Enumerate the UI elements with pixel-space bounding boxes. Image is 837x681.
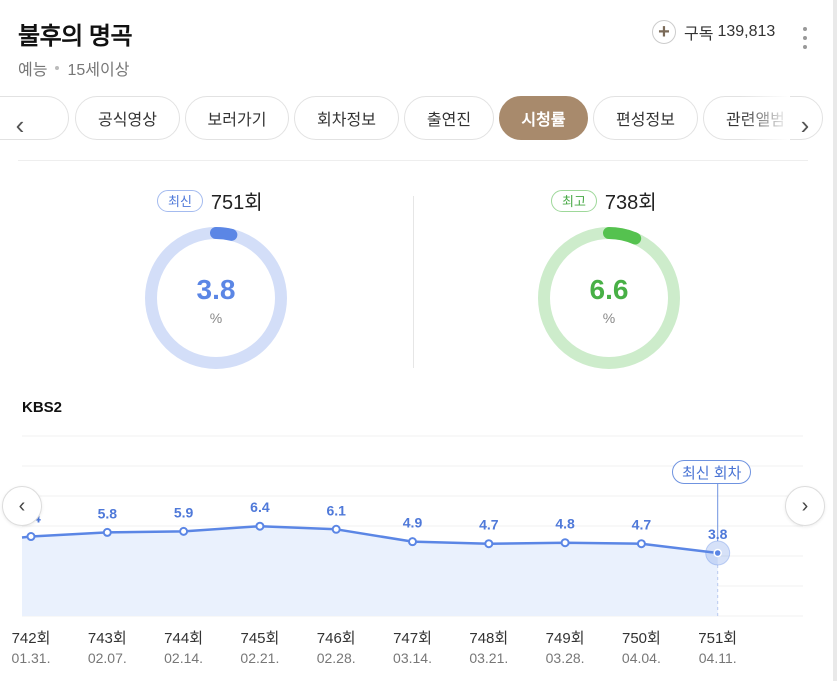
x-tick-date: 01.31. [12,650,51,666]
tab-partial-left[interactable] [0,96,69,140]
x-tick-episode: 743회 [88,630,127,647]
data-point [102,527,112,537]
tab-official-video[interactable]: 공식영상 [75,96,180,140]
highest-ring-arc [603,227,642,245]
subscribe-count: 139,813 [717,23,776,40]
x-tick-episode: 742회 [12,630,51,647]
highest-rating-unit: % [602,310,616,326]
data-point [26,532,36,542]
x-tick-date: 04.11. [699,650,737,666]
chart-area [22,526,718,616]
latest-episode-tag: 최신 회차 [672,460,752,484]
age-rating-label: 15세이상 [67,62,130,79]
latest-rating-header: 최신 751회 [157,186,263,215]
chevron-right-icon: › [801,494,809,517]
x-tick-date: 03.21. [469,650,508,666]
x-tick-episode: 748회 [469,630,508,647]
chart-prev-button[interactable]: ‹ [2,486,42,526]
data-point [331,524,341,534]
x-tick-date: 02.14. [164,650,203,666]
tabs-fade [740,96,790,142]
x-tick-date: 04.04. [622,650,661,666]
latest-badge: 최신 [157,189,203,212]
x-tick-date: 02.07. [88,650,127,666]
tab-schedule[interactable]: 편성정보 [593,96,698,140]
x-tick-episode: 749회 [546,630,585,647]
x-tick-episode: 745회 [240,630,279,647]
data-label: 6.4 [250,499,270,515]
tab-label: 보러가기 [207,112,267,129]
ratings-chart: 5.4742회01.31.5.8743회02.07.5.9744회02.14.6… [12,435,803,666]
tab-label: 공식영상 [98,112,157,129]
highest-rating-value: 6.6 [589,274,629,305]
x-tick-date: 03.28. [546,650,585,666]
x-tick-date: 03.14. [393,650,432,666]
data-label: 4.7 [479,517,499,533]
tab-episode-info[interactable]: 회차정보 [294,96,399,140]
data-label: 3.8 [708,526,728,542]
data-point [255,521,265,531]
tabs-next-chevron-icon[interactable]: › [800,109,810,140]
highest-rating-header: 최고 738회 [551,186,657,215]
tab-label: 출연진 [426,112,472,129]
highest-episode: 738회 [604,192,657,214]
latest-episode: 751회 [210,192,263,214]
data-point [408,537,417,547]
latest-rating-value: 3.8 [196,274,236,305]
chevron-left-icon: ‹ [18,494,26,517]
data-point [636,539,646,549]
x-tick-episode: 750회 [622,630,661,647]
data-point [713,548,722,558]
rings-divider [413,196,414,368]
x-tick-date: 02.21. [240,650,279,666]
divider [18,160,808,161]
tab-label: 시청률 [521,112,566,129]
data-label: 4.7 [632,517,652,533]
data-point [484,539,494,549]
program-meta: 예능 15세이상 [18,56,129,80]
tabs-prev-chevron-icon[interactable]: ‹ [15,109,25,140]
x-tick-episode: 746회 [317,630,356,647]
program-title: 불후의 명곡 [18,23,133,50]
tab-label: 회차정보 [317,112,376,129]
tab-watch[interactable]: 보러가기 [185,96,289,140]
latest-rating-unit: % [209,310,223,326]
subscribe-label: 구독 [684,26,714,43]
subscribe-button[interactable]: + 구독 139,813 [652,20,775,44]
data-point [179,526,189,536]
highest-badge: 최고 [551,189,597,212]
window-edge [833,0,837,681]
x-tick-date: 02.28. [317,650,356,666]
more-options-icon[interactable] [800,27,810,49]
x-tick-episode: 744회 [164,630,203,647]
data-label: 5.9 [174,504,194,520]
tab-cast[interactable]: 출연진 [404,96,494,140]
rating-rings [145,226,680,369]
x-tick-episode: 747회 [393,630,432,647]
data-label: 4.9 [403,515,423,531]
genre-label: 예능 [18,62,48,79]
tab-label: 편성정보 [616,112,675,129]
x-tick-episode: 751회 [698,630,737,647]
data-point [560,538,570,548]
channel-label: KBS2 [22,399,63,416]
data-label: 5.8 [98,505,118,521]
data-label: 4.8 [555,516,575,532]
data-label: 6.1 [326,502,346,518]
tab-ratings[interactable]: 시청률 [499,96,588,140]
plus-icon: + [652,20,676,44]
meta-separator [55,66,60,70]
latest-ring-arc [210,226,238,241]
chart-next-button[interactable]: › [785,486,825,526]
